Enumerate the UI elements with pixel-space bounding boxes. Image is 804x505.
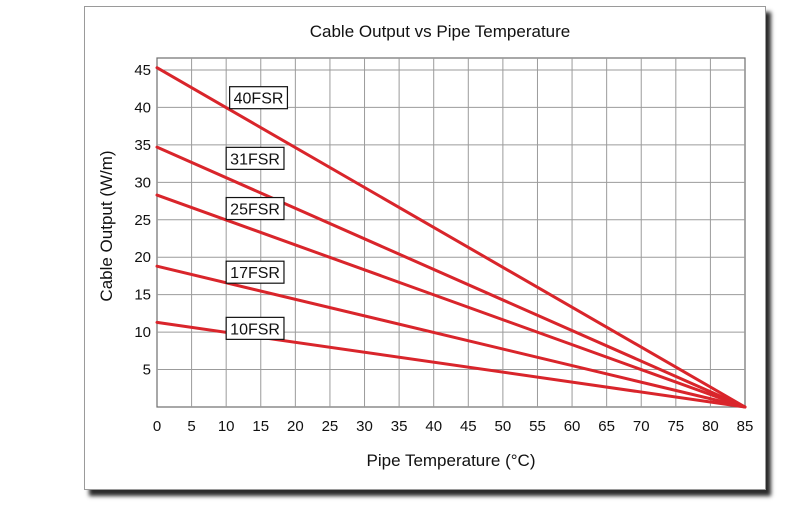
series-label-box xyxy=(229,86,289,110)
y-tick-label: 35 xyxy=(134,137,151,154)
series-label-10FSR: 10FSR xyxy=(225,316,285,340)
series-label-text: 40FSR xyxy=(234,91,284,108)
x-tick-label: 55 xyxy=(529,418,546,435)
series-label-31FSR: 31FSR xyxy=(225,146,285,170)
y-tick-label: 40 xyxy=(134,99,151,116)
series-labels: 40FSR 31FSR 25FSR 17FSR 10FSR xyxy=(225,86,289,340)
y-tick-label: 30 xyxy=(134,174,151,191)
x-tick-label: 70 xyxy=(633,418,650,435)
x-tick-label: 45 xyxy=(460,418,477,435)
series-label-text: 31FSR xyxy=(230,151,280,168)
series-line-25FSR xyxy=(155,193,747,409)
x-tick-label: 5 xyxy=(187,418,195,435)
y-tick-label: 5 xyxy=(143,362,151,379)
x-tick-label: 75 xyxy=(667,418,684,435)
x-tick-label: 40 xyxy=(425,418,442,435)
x-tick-label: 85 xyxy=(737,418,754,435)
series-label-text: 25FSR xyxy=(230,202,280,219)
series-label-box xyxy=(225,316,285,340)
x-tick-label: 25 xyxy=(322,418,339,435)
y-tick-label: 25 xyxy=(134,212,151,229)
chart-title: Cable Output vs Pipe Temperature xyxy=(310,22,571,41)
x-tick-label: 10 xyxy=(218,418,235,435)
y-axis-title: Cable Output (W/m) xyxy=(97,150,116,301)
series-label-box xyxy=(225,196,285,221)
y-tick-label: 10 xyxy=(134,324,151,341)
x-tick-label: 15 xyxy=(252,418,269,435)
plot-border xyxy=(156,57,746,408)
x-tick-label: 0 xyxy=(153,418,161,435)
series-lines xyxy=(155,66,747,409)
series-label-40FSR: 40FSR xyxy=(229,86,289,110)
tick-labels: 0 5 10 15 20 25 30 35 40 45 50 55 60 65 70 75 80 85 5 10 15 2… xyxy=(134,62,753,435)
y-tick-label: 20 xyxy=(134,249,151,266)
series-label-text: 10FSR xyxy=(230,321,280,338)
chart-frame xyxy=(84,6,766,490)
x-axis-title: Pipe Temperature (°C) xyxy=(367,451,536,470)
series-line-40FSR xyxy=(155,66,747,409)
series-line-31FSR xyxy=(155,145,747,409)
series-line-17FSR xyxy=(155,264,747,409)
series-label-25FSR: 25FSR xyxy=(225,196,285,221)
series-label-box xyxy=(225,260,285,284)
x-tick-label: 50 xyxy=(495,418,512,435)
series-label-box xyxy=(225,146,285,170)
x-tick-label: 65 xyxy=(598,418,615,435)
x-tick-label: 20 xyxy=(287,418,304,435)
x-tick-label: 80 xyxy=(702,418,719,435)
series-label-text: 17FSR xyxy=(230,265,280,282)
y-tick-label: 15 xyxy=(134,287,151,304)
x-tick-label: 30 xyxy=(356,418,373,435)
x-tick-label: 60 xyxy=(564,418,581,435)
x-tick-label: 35 xyxy=(391,418,408,435)
y-tick-label: 45 xyxy=(134,62,151,79)
series-label-17FSR: 17FSR xyxy=(225,260,285,284)
